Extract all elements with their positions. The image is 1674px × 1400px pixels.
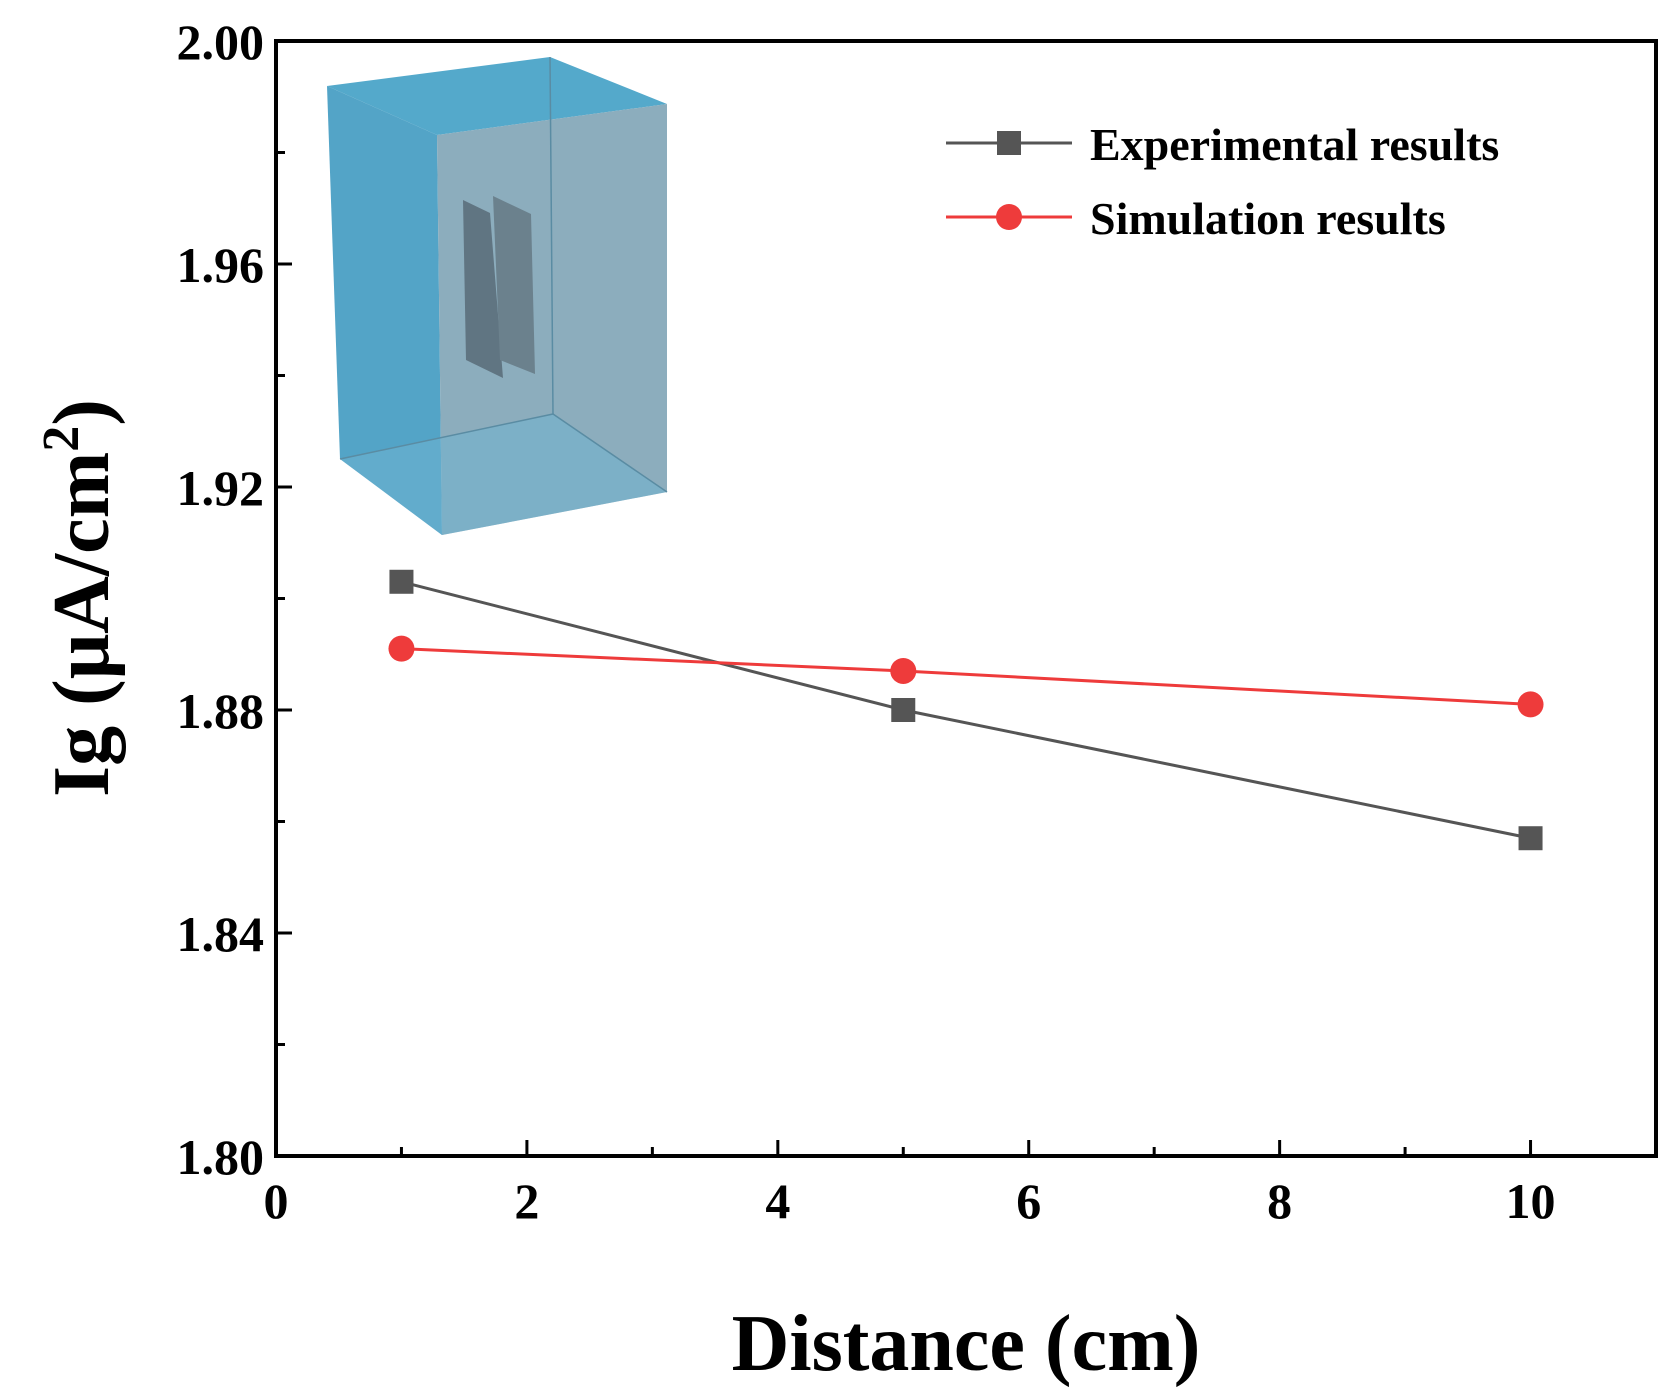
y-tick-label: 1.88 bbox=[177, 683, 265, 739]
inset-box-back-bottom-edge bbox=[339, 413, 554, 460]
x-tick-label: 6 bbox=[1016, 1173, 1041, 1229]
x-axis-ticks: 0 2 4 6 8 10 bbox=[264, 1140, 1658, 1229]
inset-box-bottom-face bbox=[340, 414, 667, 535]
legend-label-experimental: Experimental results bbox=[1090, 119, 1499, 170]
data-point-experimental bbox=[891, 698, 916, 722]
legend-label-simulation: Simulation results bbox=[1090, 193, 1446, 244]
y-tick-label: 2.00 bbox=[177, 14, 265, 70]
inset-box-bottom-right-edge bbox=[552, 413, 668, 493]
y-axis-title-superscript: 2 bbox=[33, 426, 90, 452]
legend: Experimental results Simulation results bbox=[946, 119, 1499, 244]
y-tick-label: 1.92 bbox=[177, 460, 265, 516]
legend-marker-simulation bbox=[996, 204, 1022, 230]
x-tick-label: 4 bbox=[765, 1173, 790, 1229]
y-tick-label: 1.84 bbox=[177, 906, 265, 962]
y-axis-title-close: ) bbox=[38, 399, 126, 426]
series-line-experimental bbox=[401, 580, 1531, 840]
data-point-simulation bbox=[1517, 691, 1544, 718]
inset-box-top-face bbox=[327, 57, 667, 135]
y-axis-title-base: Ig (μA/cm bbox=[38, 452, 126, 797]
y-axis-title: Ig (μA/cm2) bbox=[33, 399, 126, 797]
y-axis-ticks: 1.80 1.84 1.88 1.92 1.96 2.00 bbox=[177, 14, 292, 1185]
x-tick-label: 0 bbox=[264, 1173, 289, 1229]
inset-electrode-plate-right bbox=[493, 196, 535, 374]
y-tick-label: 1.96 bbox=[177, 237, 265, 293]
x-tick-label: 8 bbox=[1267, 1173, 1292, 1229]
x-tick-label: 2 bbox=[514, 1173, 539, 1229]
x-tick-label: 10 bbox=[1506, 1173, 1556, 1229]
x-axis-title: Distance (cm) bbox=[732, 1300, 1201, 1388]
data-point-simulation bbox=[388, 635, 415, 662]
inset-3d-box-illustration bbox=[327, 56, 668, 535]
data-point-experimental bbox=[1518, 826, 1543, 851]
legend-marker-experimental bbox=[997, 131, 1021, 155]
inset-box-left-face bbox=[327, 86, 442, 535]
y-tick-label: 1.80 bbox=[177, 1129, 265, 1185]
inset-electrode-plate-left bbox=[463, 200, 503, 378]
data-point-experimental bbox=[389, 569, 414, 594]
series-line-simulation bbox=[401, 647, 1531, 706]
inset-box-back-edge bbox=[549, 56, 554, 415]
data-point-simulation bbox=[890, 657, 917, 684]
series-layer bbox=[388, 569, 1544, 851]
